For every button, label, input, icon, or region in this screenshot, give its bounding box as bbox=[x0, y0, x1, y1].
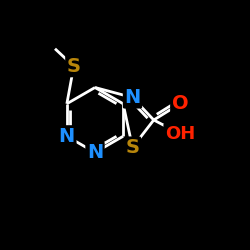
Text: N: N bbox=[124, 88, 140, 107]
Text: N: N bbox=[87, 143, 103, 162]
Text: S: S bbox=[126, 138, 140, 157]
Text: O: O bbox=[172, 94, 188, 113]
Text: S: S bbox=[67, 57, 81, 76]
Text: OH: OH bbox=[165, 125, 195, 143]
Text: N: N bbox=[59, 127, 75, 146]
